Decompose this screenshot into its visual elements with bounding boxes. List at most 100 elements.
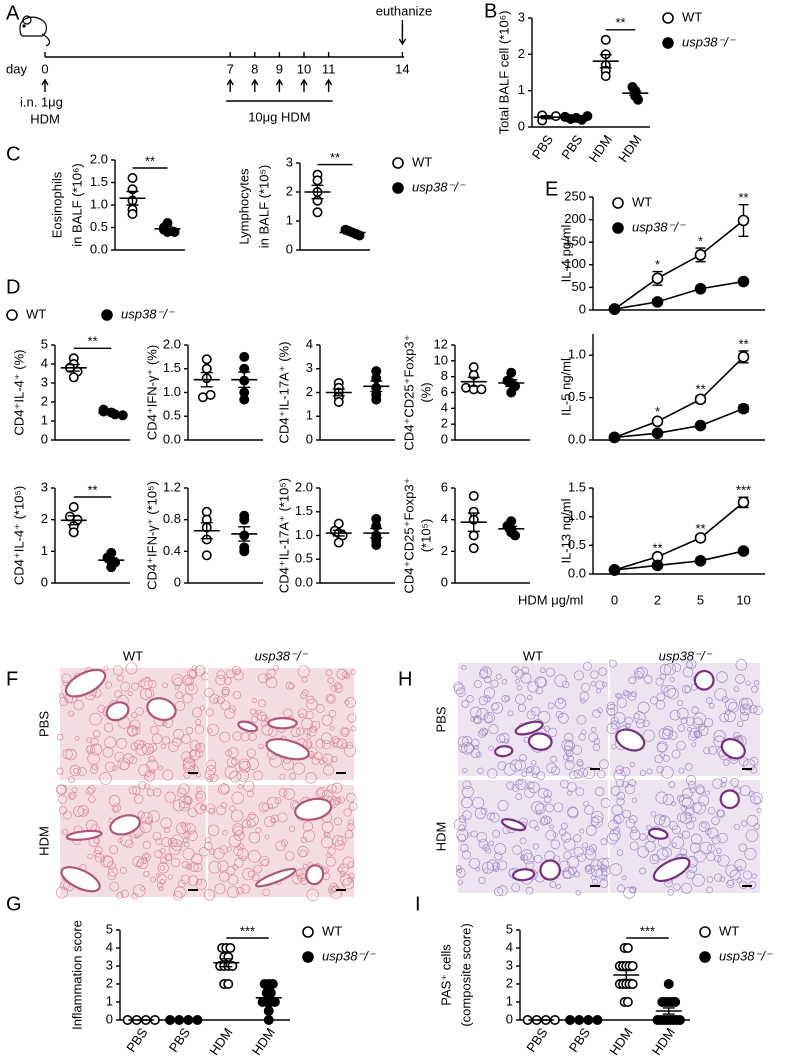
data-point [201,354,212,365]
alveolus [232,690,242,700]
y-axis-label: Lymphocytes [236,168,251,245]
alveolus [719,712,729,723]
alveolus [140,677,153,690]
alveolus [187,830,199,841]
sem-bar [570,116,583,120]
alveolus [708,745,718,755]
alveolus [188,862,199,872]
data-point [737,351,750,363]
alveolus [742,870,752,880]
alveolus [526,710,536,720]
alveolus [144,676,150,682]
alveolus [737,720,744,728]
alveolus [543,789,552,798]
alveolus [458,824,466,832]
alveolus [120,889,129,898]
alveolus [495,673,502,680]
alveolus [671,825,681,835]
y-tick-label: 3 [506,957,513,972]
alveolus [117,674,124,682]
alveolus [457,879,463,886]
y-tick-label: 1.2 [163,479,181,494]
alveolus [322,757,328,763]
alveolus [596,688,602,694]
histology-image [606,774,763,899]
alveolus [573,769,583,779]
alveolus [600,838,608,846]
alveolus [573,834,582,843]
alveolus [310,720,321,731]
data-point [239,351,250,362]
alveolus [108,795,121,807]
alveolus [668,781,676,788]
alveolus [140,812,153,824]
y-axis-label: PAS⁺ cells [438,944,453,1006]
alveolus [582,842,589,849]
alveolus [585,864,596,875]
alveolus [82,809,88,815]
data-point [312,207,323,218]
alveolus [591,810,604,824]
data-point [651,272,664,285]
legend-marker [302,926,314,938]
alveolus [597,770,606,779]
y-tick-label: 0.4 [163,543,181,558]
alveolus [612,827,621,835]
alveolus [581,729,587,735]
alveolus [216,805,226,816]
panel-label: F [6,668,18,690]
airway [255,867,297,888]
y-tick-label: 5 [506,921,513,936]
alveolus [348,802,358,811]
y-axis-label: Eosinophils [49,171,64,238]
y-tick-label: 2.0 [295,479,313,494]
y-tick-label: 2 [441,543,448,558]
alveolus [455,867,466,878]
alveolus [57,784,68,795]
y-tick-label: 0.0 [90,241,108,256]
alveolus [341,671,349,678]
airway [500,818,527,832]
airway [720,738,746,760]
alveolus [677,795,684,802]
data-point [68,527,79,538]
legend-marker [699,951,711,963]
column-header: usp38⁻/⁻ [255,648,309,663]
x-tick-label: HDM [586,132,615,165]
end-label: euthanize [376,3,432,18]
alveolus [86,737,93,744]
alveolus [462,810,472,820]
alveolus [564,760,575,770]
alveolus [196,792,203,800]
data-point [223,978,234,989]
alveolus [524,787,535,798]
alveolus [236,886,244,895]
alveolus [478,876,486,884]
alveolus [559,779,569,789]
alveolus [662,847,672,858]
alveolus [738,698,749,708]
alveolus [123,753,134,764]
sig-label: ** [145,153,155,168]
alveolus [712,778,723,789]
alveolus [739,880,748,889]
alveolus [577,760,584,768]
alveolus [577,853,587,862]
alveolus [667,687,679,700]
alveolus [150,726,159,735]
y-tick-label: 0 [518,118,525,133]
alveolus [61,673,72,684]
alveolus [608,829,621,842]
alveolus [743,703,749,709]
alveolus [573,846,584,857]
alveolus [661,766,674,779]
alveolus [595,867,608,880]
data-point [627,960,638,971]
data-point [263,1014,274,1025]
alveolus [139,886,145,892]
alveolus [253,864,263,874]
alveolus [139,821,152,834]
alveolus [734,859,747,872]
alveolus [187,875,199,887]
x-tick-label: HDM [206,1025,235,1058]
